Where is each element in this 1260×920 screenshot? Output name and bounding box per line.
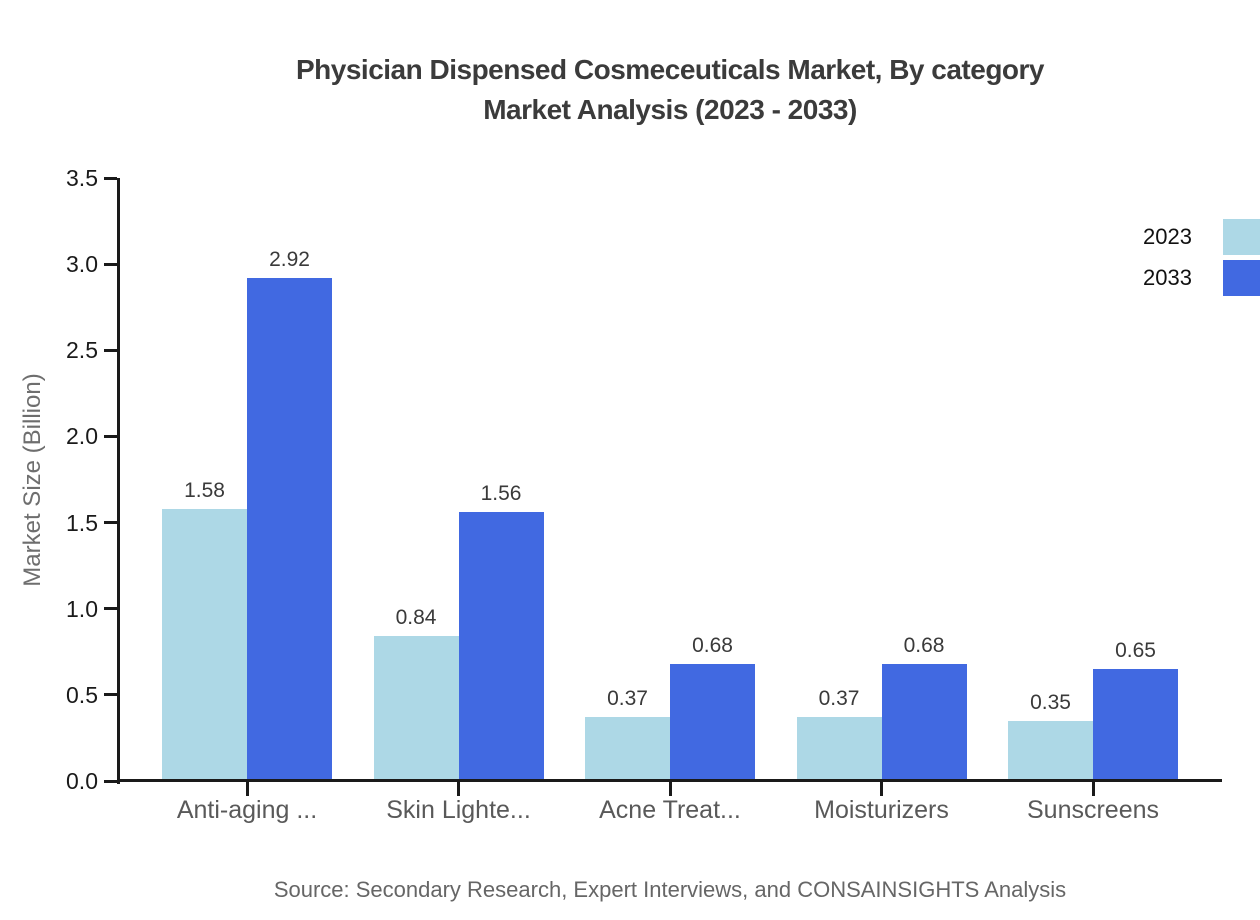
y-tick-mark xyxy=(104,607,117,611)
source-note: Source: Secondary Research, Expert Inter… xyxy=(273,877,1067,902)
bar-2033-cat2 xyxy=(670,663,755,781)
bar-2033-cat0 xyxy=(247,277,332,781)
y-tick-mark xyxy=(104,779,117,783)
bar-value-label: 0.37 xyxy=(818,687,860,711)
x-tick-mark xyxy=(457,782,460,796)
y-tick-label: 0.5 xyxy=(66,681,98,708)
x-tick-label: Anti-aging ... xyxy=(176,796,318,824)
y-tick-label: 1.0 xyxy=(66,595,98,622)
y-tick-mark xyxy=(104,262,117,266)
x-tick-mark xyxy=(1091,782,1095,796)
bar-value-label: 0.35 xyxy=(1030,690,1071,714)
y-tick-mark xyxy=(104,176,117,180)
bar-value-label: 2.92 xyxy=(269,247,310,271)
chart-title-line2: Market Analysis (2023 - 2033) xyxy=(483,94,857,125)
bar-value-label: 0.84 xyxy=(395,606,437,630)
chart-title-line1: Physician Dispensed Cosmeceuticals Marke… xyxy=(296,54,1045,85)
y-tick-label: 3.0 xyxy=(66,251,98,278)
y-axis-line xyxy=(117,178,120,784)
y-tick-label: 3.5 xyxy=(66,165,98,191)
bar-value-label: 1.56 xyxy=(480,482,522,506)
bar-2033-cat4 xyxy=(1093,669,1178,781)
bar-2023-cat0 xyxy=(162,508,247,781)
bar-2023-cat4 xyxy=(1008,720,1093,781)
y-tick-label: 2.5 xyxy=(66,337,98,364)
x-tick-mark xyxy=(245,782,249,796)
x-tick-mark xyxy=(880,782,883,796)
bar-value-label: 0.68 xyxy=(692,633,733,657)
x-tick-label: Sunscreens xyxy=(1026,796,1160,824)
y-tick-mark xyxy=(104,693,117,697)
bar-value-label: 1.58 xyxy=(184,478,225,502)
x-axis-line xyxy=(117,779,1222,782)
bar-value-label: 0.65 xyxy=(1115,639,1156,662)
bar-2023-cat2 xyxy=(585,717,670,781)
bar-2033-cat1 xyxy=(458,512,544,781)
x-tick-mark xyxy=(668,782,672,796)
x-tick-label: Acne Treat... xyxy=(599,796,741,824)
x-tick-label: Moisturizers xyxy=(814,796,949,824)
x-tick-label: Skin Lighte... xyxy=(386,796,531,824)
y-tick-label: 2.0 xyxy=(66,423,98,450)
bar-2033-cat3 xyxy=(881,663,967,781)
bar-2023-cat1 xyxy=(373,636,459,781)
chart-title: Physician Dispensed Cosmeceuticals Marke… xyxy=(80,50,1260,130)
y-tick-label: 1.5 xyxy=(66,509,98,536)
y-tick-mark xyxy=(104,348,117,352)
y-tick-label: 0.0 xyxy=(66,768,98,794)
bar-value-label: 0.37 xyxy=(607,687,648,711)
y-tick-mark xyxy=(104,521,117,525)
bar-2023-cat3 xyxy=(796,717,882,781)
y-tick-mark xyxy=(104,434,117,438)
bar-value-label: 0.68 xyxy=(903,633,945,657)
